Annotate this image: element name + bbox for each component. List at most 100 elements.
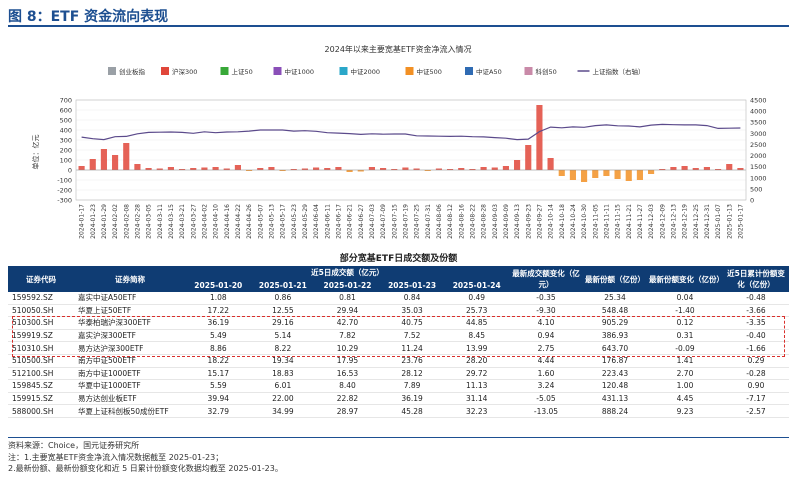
cell-value-5: 28.20 xyxy=(444,354,509,368)
cell-value-2: 6.01 xyxy=(250,379,316,393)
chart-legend: 创业板指 沪深300 上证50 中证1000 中证2000 中证500 中证A50 科创50 上… xyxy=(108,67,645,76)
x-tick-label: 2024-10-24 xyxy=(570,204,577,239)
x-tick-label: 2024-02-08 xyxy=(123,204,130,239)
cell-share-chg: 1.00 xyxy=(647,379,723,393)
cell-cum: -0.48 xyxy=(723,292,789,305)
cell-share-chg: 0.12 xyxy=(647,316,723,330)
figure-header: 图 8：ETF 资金流向表现 xyxy=(0,0,797,30)
cell-cum: -3.66 xyxy=(723,304,789,318)
legend-swatch xyxy=(273,67,282,75)
cell-value-3: 22.82 xyxy=(315,392,380,406)
x-tick-label: 2025-01-07 xyxy=(715,204,722,239)
cell-name: 华夏上证科创板50成份ETF xyxy=(74,404,186,418)
inflow-bar xyxy=(413,168,420,170)
note-1: 注：1.主要宽基ETF资金净流入情况数据截至 2025-01-23； xyxy=(8,453,224,462)
x-tick-label: 2024-11-21 xyxy=(626,204,633,239)
fund-flow-chart: 2024年以来主要宽基ETF资金净流入情况 创业板指 沪深300 上证50 中证100… xyxy=(8,32,789,252)
inflow-bar xyxy=(145,168,152,170)
cell-value-5: 8.45 xyxy=(444,329,509,343)
cell-name: 嘉实沪深300ETF xyxy=(74,329,186,343)
cell-name: 南方中证1000ETF xyxy=(74,367,186,381)
cell-value-4: 28.12 xyxy=(379,367,445,381)
x-tick-label: 2024-12-25 xyxy=(693,204,700,239)
x-tick-label: 2024-08-06 xyxy=(436,204,443,239)
cell-value-5: 0.49 xyxy=(444,292,509,305)
x-tick-label: 2024-03-21 xyxy=(179,204,186,239)
chart-grid xyxy=(76,99,746,201)
cell-cum: -1.66 xyxy=(723,341,789,355)
x-tick-label: 2024-10-30 xyxy=(581,204,588,239)
cell-code: 510300.SH xyxy=(8,316,74,330)
cell-name: 易方达沪深300ETF xyxy=(74,341,186,355)
inflow-bar xyxy=(179,169,186,170)
cell-name: 易方达创业板ETF xyxy=(74,392,186,406)
table-row: 159592.SZ 嘉实中证A50ETF 1.08 0.86 0.81 0.84 0.49-… xyxy=(8,292,789,305)
x-tick-label: 2024-08-28 xyxy=(481,204,488,239)
legend-label: 中证500 xyxy=(417,67,442,76)
cell-share-chg: 0.04 xyxy=(647,292,723,305)
cell-value-2: 12.55 xyxy=(250,304,316,318)
x-tick-label: 2024-07-03 xyxy=(369,204,376,239)
inflow-bar xyxy=(703,167,710,170)
cell-share-chg: -1.40 xyxy=(647,304,723,318)
inflow-bar xyxy=(167,167,174,170)
x-tick-label: 2024-07-09 xyxy=(380,204,387,239)
x-tick-label: 2024-12-19 xyxy=(682,204,689,239)
legend-label: 沪深300 xyxy=(172,67,197,76)
cell-share-chg: 4.45 xyxy=(647,392,723,406)
legend-label: 上证50 xyxy=(232,67,253,76)
cell-share-chg: 1.41 xyxy=(647,354,723,368)
y-tick-label: 700 xyxy=(60,97,72,105)
cell-value-1: 32.79 xyxy=(186,404,251,418)
x-tick-label: 2024-09-23 xyxy=(525,204,532,239)
cell-value-5: 11.13 xyxy=(444,379,509,393)
cell-share-chg: 0.31 xyxy=(647,329,723,343)
legend-label: 上证指数（右轴） xyxy=(593,67,645,76)
cell-cum: 0.90 xyxy=(723,379,789,393)
title-rule xyxy=(8,25,789,27)
x-tick-label: 2024-01-29 xyxy=(101,204,108,239)
table-row: 510500.SH 南方中证500ETF 18.22 19.34 17.95 23.76 2… xyxy=(8,354,789,368)
cell-cum: -0.40 xyxy=(723,329,789,343)
x-tick-label: 2024-10-14 xyxy=(548,204,555,239)
legend-label: 中证1000 xyxy=(285,67,315,76)
y2-tick-label: 4500 xyxy=(750,97,767,105)
inflow-bar xyxy=(78,166,85,170)
table-body: 159592.SZ 嘉实中证A50ETF 1.08 0.86 0.81 0.84 0.49-… xyxy=(8,292,789,418)
table-row: 512100.SH 南方中证1000ETF 15.17 18.83 16.53 28.12… xyxy=(8,367,789,381)
y-tick-label: 500 xyxy=(60,117,72,125)
x-tick-label: 2024-05-29 xyxy=(302,204,309,239)
cell-chg: -5.05 xyxy=(509,392,583,406)
inflow-bar xyxy=(670,167,677,170)
x-tick-label: 2024-08-16 xyxy=(458,204,465,239)
y-tick-label: -100 xyxy=(57,177,72,185)
inflow-bar xyxy=(123,143,130,170)
cell-shares: 25.34 xyxy=(583,292,647,305)
inflow-bar xyxy=(134,164,141,170)
cell-value-5: 29.72 xyxy=(444,367,509,381)
cell-value-3: 0.81 xyxy=(315,292,380,305)
cell-cum: -7.17 xyxy=(723,392,789,406)
inflow-bar xyxy=(558,170,565,176)
cell-chg: 2.75 xyxy=(509,341,583,355)
note-2: 2.最新份额、最新份额变化和近 5 日累计份额变化数据均截至 2025-01-2… xyxy=(8,464,283,473)
inflow-bar xyxy=(681,166,688,170)
th-cum: 近5日累计份额变化（亿份） xyxy=(723,266,789,292)
x-tick-label: 2024-04-02 xyxy=(201,204,208,239)
cell-shares: 176.87 xyxy=(583,354,647,368)
legend-label: 科创50 xyxy=(536,67,557,76)
cell-value-3: 29.94 xyxy=(315,304,380,318)
y2-tick-label: 3500 xyxy=(750,119,767,127)
th-date-4: 2025-01-23 xyxy=(379,279,445,292)
cell-share-chg: 2.70 xyxy=(647,367,723,381)
x-tick-label: 2024-10-18 xyxy=(559,204,566,239)
cell-value-1: 39.94 xyxy=(186,392,251,406)
legend-swatch xyxy=(524,67,533,75)
inflow-bar xyxy=(290,169,297,170)
y-tick-label: -300 xyxy=(57,197,72,205)
cell-value-5: 13.99 xyxy=(444,341,509,355)
legend-swatch xyxy=(405,67,414,75)
inflow-bar xyxy=(100,149,107,170)
cell-share-chg: 9.23 xyxy=(647,404,723,418)
cell-value-4: 23.76 xyxy=(379,354,445,368)
